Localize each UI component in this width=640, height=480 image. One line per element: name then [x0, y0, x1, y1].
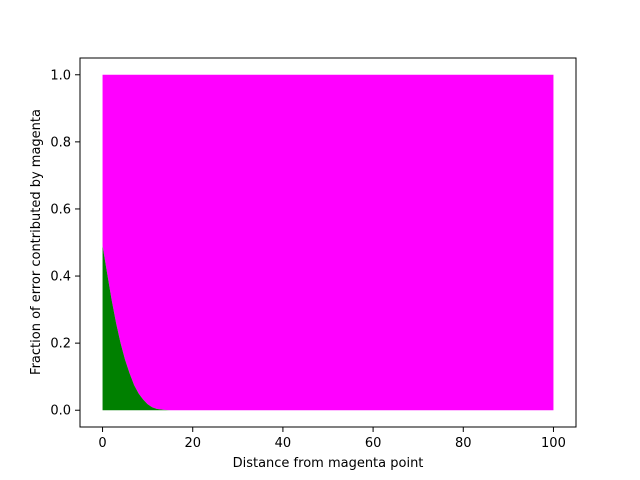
- y-tick-label: 0.8: [50, 135, 71, 150]
- x-axis-label: Distance from magenta point: [233, 456, 424, 471]
- x-tick-label: 20: [184, 436, 201, 451]
- x-tick-label: 80: [455, 436, 472, 451]
- y-tick-label: 0.0: [50, 404, 71, 419]
- magenta-area-series: [102, 74, 554, 411]
- y-tick-label: 0.2: [50, 337, 71, 352]
- axes-border: [79, 57, 577, 428]
- x-tick-label: 60: [365, 436, 382, 451]
- x-tick-label: 0: [98, 436, 106, 451]
- y-axis-ticks: 0.0 0.2 0.4 0.6 0.8 1.0: [50, 68, 80, 419]
- axes-frame: [79, 57, 577, 428]
- y-tick-label: 0.6: [50, 202, 71, 217]
- y-tick-label: 0.4: [50, 270, 71, 285]
- x-tick-label: 100: [541, 436, 566, 451]
- series-layer: [102, 74, 554, 411]
- x-axis-ticks: 0 20 40 60 80 100: [98, 427, 566, 451]
- y-tick-label: 1.0: [50, 68, 71, 83]
- plot-area: 0 20 40 60 80 100 0.0 0.2 0.4 0.6 0.8 1.0: [50, 57, 577, 451]
- y-axis-label: Fraction of error contributed by magenta: [29, 109, 44, 375]
- x-tick-label: 40: [275, 436, 292, 451]
